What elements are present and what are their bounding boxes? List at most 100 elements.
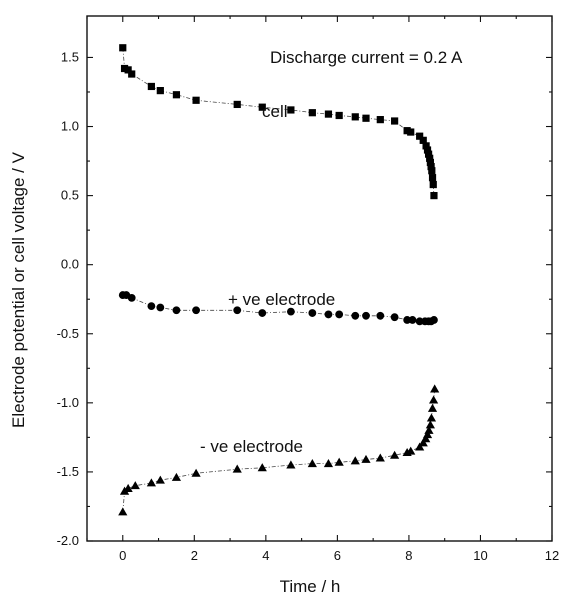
data-point-negative-electrode bbox=[307, 459, 317, 468]
y-axis-title: Electrode potential or cell voltage / V bbox=[9, 151, 28, 428]
data-point-positive-electrode bbox=[308, 309, 317, 317]
data-point-cell bbox=[258, 103, 266, 111]
data-point-cell bbox=[426, 158, 434, 167]
series-cell bbox=[119, 44, 438, 200]
data-point-negative-electrode bbox=[146, 478, 156, 487]
data-point-positive-electrode bbox=[127, 293, 136, 302]
x-tick-label: 6 bbox=[334, 548, 341, 563]
data-point-negative-electrode bbox=[424, 425, 434, 434]
data-point-cell bbox=[391, 117, 399, 125]
data-point-cell bbox=[324, 110, 333, 118]
data-point-positive-electrode bbox=[415, 317, 424, 326]
y-tick-label: -2.0 bbox=[57, 533, 79, 548]
data-point-cell bbox=[426, 154, 434, 162]
data-point-negative-electrode bbox=[421, 434, 431, 443]
x-tick-label: 0 bbox=[119, 548, 126, 563]
data-point-cell bbox=[147, 82, 155, 91]
data-point-negative-electrode bbox=[418, 438, 428, 447]
data-point-cell bbox=[128, 70, 136, 78]
plot-frame bbox=[86, 15, 553, 542]
data-point-positive-electrode bbox=[324, 310, 333, 319]
annotation-discharge-current: Discharge current = 0.2 A bbox=[270, 48, 463, 67]
data-point-negative-electrode bbox=[422, 430, 433, 439]
data-point-positive-electrode bbox=[362, 311, 370, 320]
data-point-positive-electrode bbox=[147, 302, 156, 311]
data-point-cell bbox=[376, 116, 384, 124]
data-point-cell bbox=[192, 96, 200, 104]
data-point-cell bbox=[423, 146, 432, 154]
data-point-positive-electrode bbox=[156, 303, 165, 312]
data-point-negative-electrode bbox=[334, 457, 344, 466]
data-point-cell bbox=[233, 100, 241, 109]
data-point-negative-electrode bbox=[426, 413, 437, 422]
data-point-positive-electrode bbox=[192, 306, 200, 315]
data-point-negative-electrode bbox=[361, 454, 371, 463]
data-point-positive-electrode bbox=[403, 316, 412, 324]
data-point-cell bbox=[419, 136, 427, 144]
data-point-negative-electrode bbox=[375, 453, 385, 462]
data-point-cell bbox=[416, 132, 424, 140]
x-tick-label: 10 bbox=[473, 548, 487, 563]
data-point-cell bbox=[351, 113, 359, 121]
data-point-cell bbox=[427, 162, 435, 171]
y-tick-label: 1.5 bbox=[61, 49, 79, 64]
x-tick-label: 2 bbox=[191, 548, 198, 563]
data-point-negative-electrode bbox=[425, 420, 435, 429]
data-point-negative-electrode bbox=[427, 403, 438, 412]
data-point-negative-electrode bbox=[171, 472, 182, 481]
data-point-negative-electrode bbox=[257, 463, 267, 472]
data-point-negative-electrode bbox=[118, 507, 128, 516]
y-tick-label: 0.5 bbox=[61, 188, 79, 203]
y-tick-label: -1.5 bbox=[57, 464, 79, 479]
data-point-negative-electrode bbox=[415, 442, 425, 451]
data-point-cell bbox=[428, 167, 436, 175]
data-point-negative-electrode bbox=[350, 456, 360, 465]
annotation-positive-electrode: + ve electrode bbox=[228, 290, 335, 309]
data-point-positive-electrode bbox=[376, 311, 385, 320]
data-point-negative-electrode bbox=[155, 475, 165, 484]
series-positive-electrode bbox=[118, 291, 438, 326]
data-point-positive-electrode bbox=[430, 316, 438, 324]
annotation-cell: cell bbox=[262, 102, 288, 121]
series-negative-electrode bbox=[118, 384, 440, 516]
x-tick-label: 4 bbox=[262, 548, 269, 563]
data-point-cell bbox=[407, 128, 415, 136]
data-point-cell bbox=[119, 44, 127, 52]
y-tick-label: -0.5 bbox=[57, 326, 79, 341]
data-point-negative-electrode bbox=[406, 446, 416, 455]
data-point-cell bbox=[428, 174, 437, 182]
x-tick-label: 8 bbox=[405, 548, 412, 563]
data-point-positive-electrode bbox=[408, 316, 417, 324]
data-point-cell bbox=[424, 150, 433, 158]
data-point-negative-electrode bbox=[123, 483, 133, 492]
axis-layer: 0 2 4 6 8 10 12 -2.0 -1.5 -1.0 -0.5 0.0 0.5 1.0 1.5 bbox=[57, 15, 559, 563]
data-point-negative-electrode bbox=[191, 468, 201, 477]
x-tick-label: 12 bbox=[545, 548, 559, 563]
y-tick-label: 0.0 bbox=[61, 257, 79, 272]
data-point-cell bbox=[430, 192, 438, 200]
data-point-positive-electrode bbox=[172, 306, 181, 315]
y-tick-label: -1.0 bbox=[57, 395, 79, 410]
data-point-positive-electrode bbox=[258, 309, 267, 317]
x-axis-title: Time / h bbox=[280, 577, 341, 596]
data-point-cell bbox=[335, 111, 343, 120]
data-point-cell bbox=[422, 142, 430, 150]
data-point-negative-electrode bbox=[130, 481, 140, 490]
data-point-cell bbox=[124, 66, 132, 74]
data-point-negative-electrode bbox=[286, 460, 296, 469]
series-layer bbox=[118, 44, 440, 516]
data-point-negative-electrode bbox=[390, 450, 400, 459]
data-point-positive-electrode bbox=[335, 310, 344, 319]
data-point-cell bbox=[172, 91, 181, 99]
data-point-cell bbox=[429, 180, 437, 189]
data-point-negative-electrode bbox=[323, 459, 334, 468]
data-point-cell bbox=[308, 109, 316, 117]
data-point-positive-electrode bbox=[390, 313, 399, 322]
data-point-cell bbox=[362, 114, 370, 122]
data-point-negative-electrode bbox=[232, 464, 242, 473]
data-point-positive-electrode bbox=[351, 311, 360, 320]
data-point-cell bbox=[156, 87, 164, 95]
data-point-positive-electrode bbox=[286, 307, 295, 316]
